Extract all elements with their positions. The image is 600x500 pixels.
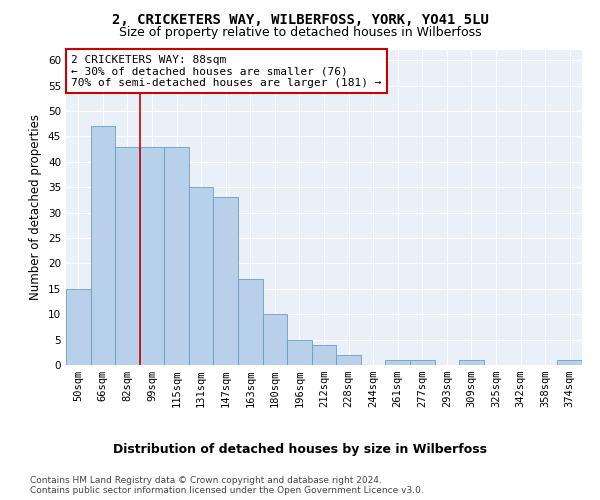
Text: 2 CRICKETERS WAY: 88sqm
← 30% of detached houses are smaller (76)
70% of semi-de: 2 CRICKETERS WAY: 88sqm ← 30% of detache… <box>71 54 382 88</box>
Bar <box>557 360 582 365</box>
Bar <box>140 146 164 365</box>
Bar <box>115 146 140 365</box>
Text: Contains public sector information licensed under the Open Government Licence v3: Contains public sector information licen… <box>30 486 424 495</box>
Bar <box>385 360 410 365</box>
Bar <box>214 198 238 365</box>
Bar <box>410 360 434 365</box>
Bar <box>459 360 484 365</box>
Text: 2, CRICKETERS WAY, WILBERFOSS, YORK, YO41 5LU: 2, CRICKETERS WAY, WILBERFOSS, YORK, YO4… <box>112 12 488 26</box>
Bar <box>189 187 214 365</box>
Bar <box>287 340 312 365</box>
Bar <box>164 146 189 365</box>
Bar <box>91 126 115 365</box>
Bar <box>66 289 91 365</box>
Bar <box>336 355 361 365</box>
Text: Size of property relative to detached houses in Wilberfoss: Size of property relative to detached ho… <box>119 26 481 39</box>
Bar <box>263 314 287 365</box>
Y-axis label: Number of detached properties: Number of detached properties <box>29 114 43 300</box>
Bar <box>238 278 263 365</box>
Text: Distribution of detached houses by size in Wilberfoss: Distribution of detached houses by size … <box>113 442 487 456</box>
Text: Contains HM Land Registry data © Crown copyright and database right 2024.: Contains HM Land Registry data © Crown c… <box>30 476 382 485</box>
Bar <box>312 344 336 365</box>
